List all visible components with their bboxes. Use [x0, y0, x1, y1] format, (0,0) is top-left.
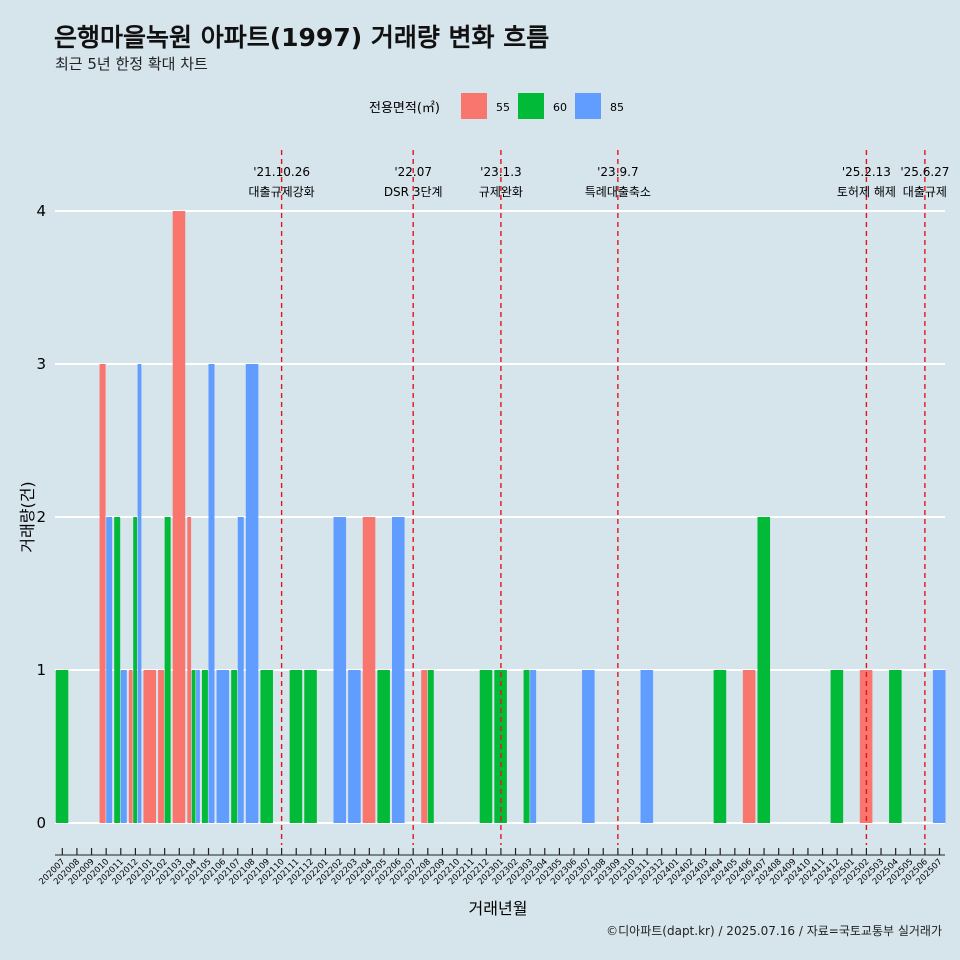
- bar-202007-60: [55, 670, 69, 823]
- bar-202104-60: [191, 670, 196, 823]
- event-date-202110: '21.10.26: [253, 165, 310, 179]
- y-tick-label-1: 1: [36, 661, 46, 679]
- event-date-202502: '25.2.13: [842, 165, 891, 179]
- bar-202507-85: [932, 670, 946, 823]
- bar-202202-85: [333, 517, 347, 823]
- bar-202102-55: [158, 670, 165, 823]
- bar-202212-60: [479, 670, 493, 823]
- event-date-202301: '23.1.3: [480, 165, 521, 179]
- bar-202203-85: [348, 670, 361, 823]
- legend-swatch-60: [518, 93, 544, 119]
- chart-caption: ©디아파트(dapt.kr) / 2025.07.16 / 자료=국토교통부 실…: [606, 924, 942, 938]
- legend-label-60: 60: [553, 101, 567, 114]
- bar-202011-85: [120, 670, 127, 823]
- x-axis-title: 거래년월: [469, 899, 528, 918]
- bar-202102-60: [164, 517, 171, 823]
- bar-202407-60: [757, 517, 771, 823]
- event-label-202110: 대출규제강화: [248, 185, 314, 199]
- bars: [55, 211, 946, 823]
- chart-title: 은행마을녹원 아파트(1997) 거래량 변화 흐름: [54, 23, 550, 52]
- event-label-202301: 규제완화: [479, 185, 523, 199]
- bar-202106-85: [216, 670, 230, 823]
- bar-202303-60: [523, 670, 530, 823]
- bar-202107-85: [237, 517, 244, 823]
- bar-202204-55: [362, 517, 376, 823]
- bar-202303-85: [530, 670, 537, 823]
- legend-label-55: 55: [496, 101, 510, 114]
- event-date-202309: '23.9.7: [597, 165, 638, 179]
- bar-202012-85: [137, 364, 142, 823]
- bar-202010-85: [106, 517, 113, 823]
- bar-202109-60: [260, 670, 273, 823]
- legend-title: 전용면적(㎡): [369, 101, 440, 116]
- chart-subtitle: 최근 5년 한정 확대 차트: [55, 55, 208, 73]
- bar-202404-60: [713, 670, 727, 823]
- bar-202108-85: [245, 364, 259, 823]
- legend-swatch-55: [461, 93, 487, 119]
- legend-swatch-85: [575, 93, 601, 119]
- bar-202311-85: [640, 670, 654, 823]
- bar-202010-55: [99, 364, 106, 823]
- y-tick-label-2: 2: [36, 508, 46, 526]
- bar-202105-60: [201, 670, 208, 823]
- legend: 전용면적(㎡) 55 60 85: [369, 93, 624, 119]
- event-date-202506: '25.6.27: [900, 165, 949, 179]
- event-date-202207: '22.07: [394, 165, 432, 179]
- axes: 2020072020082020092020102020112020122021…: [37, 848, 945, 887]
- bar-202104-55: [187, 517, 192, 823]
- event-markers: '21.10.26 대출규제강화 '22.07 DSR 3단계 '23.1.3 규제완화 '…: [248, 150, 949, 845]
- bar-202111-60: [289, 670, 303, 823]
- bar-202504-60: [889, 670, 902, 823]
- bar-202105-85: [208, 364, 215, 823]
- bar-202012-55: [128, 670, 133, 823]
- bar-202208-60: [427, 670, 434, 823]
- bar-202101-55: [143, 670, 157, 823]
- bar-202406-55: [742, 670, 756, 823]
- bar-202307-85: [582, 670, 595, 823]
- bar-202412-60: [830, 670, 844, 823]
- bar-202104-85: [196, 670, 200, 823]
- y-tick-label-0: 0: [36, 814, 46, 832]
- y-axis-title: 거래량(건): [18, 481, 37, 552]
- event-label-202309: 특례대출축소: [585, 185, 651, 199]
- bar-202206-85: [391, 517, 405, 823]
- bar-202011-60: [114, 517, 121, 823]
- bar-202205-60: [377, 670, 390, 823]
- legend-label-85: 85: [610, 101, 624, 114]
- event-label-202506: 대출규제: [903, 185, 947, 199]
- y-tick-label-4: 4: [36, 202, 46, 220]
- bar-202112-60: [304, 670, 317, 823]
- bar-202012-60: [133, 517, 138, 823]
- y-tick-label-3: 3: [36, 355, 46, 373]
- bar-202103-55: [172, 211, 186, 823]
- bar-202107-60: [231, 670, 238, 823]
- event-label-202207: DSR 3단계: [384, 185, 443, 199]
- event-label-202502: 토허제 해제: [837, 185, 896, 199]
- bar-202208-55: [421, 670, 428, 823]
